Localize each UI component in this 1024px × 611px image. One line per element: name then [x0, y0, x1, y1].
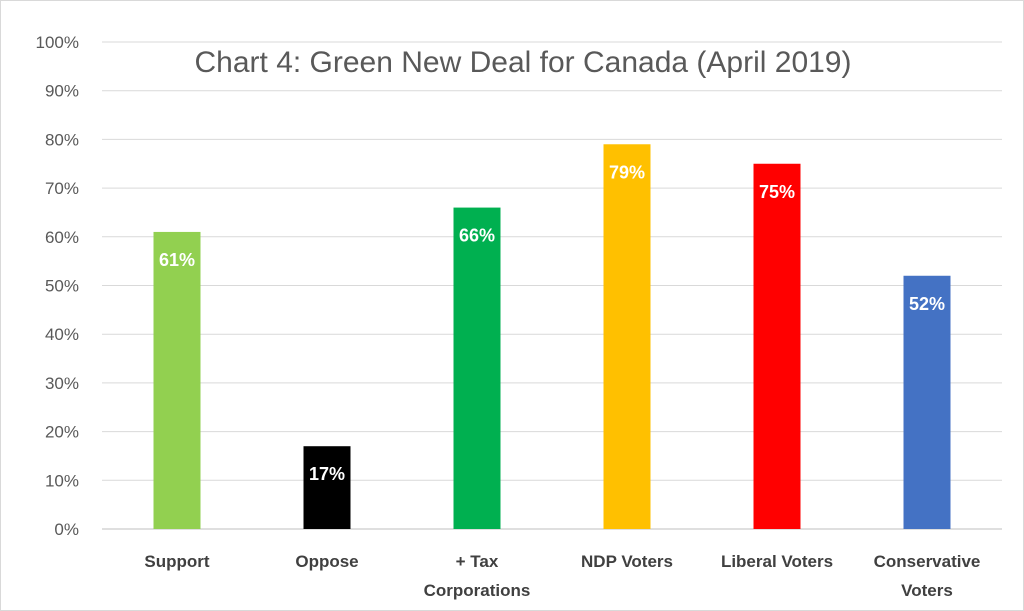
- data-label: 79%: [609, 162, 645, 182]
- y-tick-label: 30%: [45, 374, 79, 393]
- bar: [753, 163, 801, 529]
- data-label: 52%: [909, 294, 945, 314]
- gridlines: [102, 41, 1002, 530]
- y-tick-label: 70%: [45, 179, 79, 198]
- x-category-label: Support: [144, 552, 209, 571]
- data-label: 66%: [459, 226, 495, 246]
- y-axis-tick-labels: 0% 10% 20% 30% 40% 50% 60% 70% 80% 90% 100%: [36, 33, 79, 539]
- data-label: 75%: [759, 182, 795, 202]
- x-category-label: Conservative: [874, 552, 981, 571]
- x-category-label: Oppose: [295, 552, 358, 571]
- y-tick-label: 0%: [54, 520, 79, 539]
- x-category-label: Liberal Voters: [721, 552, 833, 571]
- x-category-label: Corporations: [424, 581, 531, 600]
- y-tick-label: 90%: [45, 82, 79, 101]
- y-tick-label: 100%: [36, 33, 79, 52]
- y-tick-label: 80%: [45, 130, 79, 149]
- y-tick-label: 10%: [45, 471, 79, 490]
- data-labels: 61% 17% 66% 79% 75% 52%: [159, 162, 945, 484]
- bars: [153, 144, 951, 529]
- x-category-label: + Tax: [456, 552, 499, 571]
- y-tick-label: 40%: [45, 325, 79, 344]
- x-axis-category-labels: Support Oppose + Tax Corporations NDP Voters…: [144, 552, 980, 600]
- y-tick-label: 60%: [45, 228, 79, 247]
- bar: [303, 446, 351, 529]
- x-category-label: Voters: [901, 581, 953, 600]
- chart-title: Chart 4: Green New Deal for Canada (Apri…: [195, 46, 852, 79]
- data-label: 61%: [159, 250, 195, 270]
- y-tick-label: 20%: [45, 423, 79, 442]
- y-tick-label: 50%: [45, 277, 79, 296]
- bar: [153, 231, 201, 529]
- x-category-label: NDP Voters: [581, 552, 673, 571]
- bar: [453, 207, 501, 529]
- bar: [903, 275, 951, 529]
- bar: [603, 144, 651, 529]
- data-label: 17%: [309, 464, 345, 484]
